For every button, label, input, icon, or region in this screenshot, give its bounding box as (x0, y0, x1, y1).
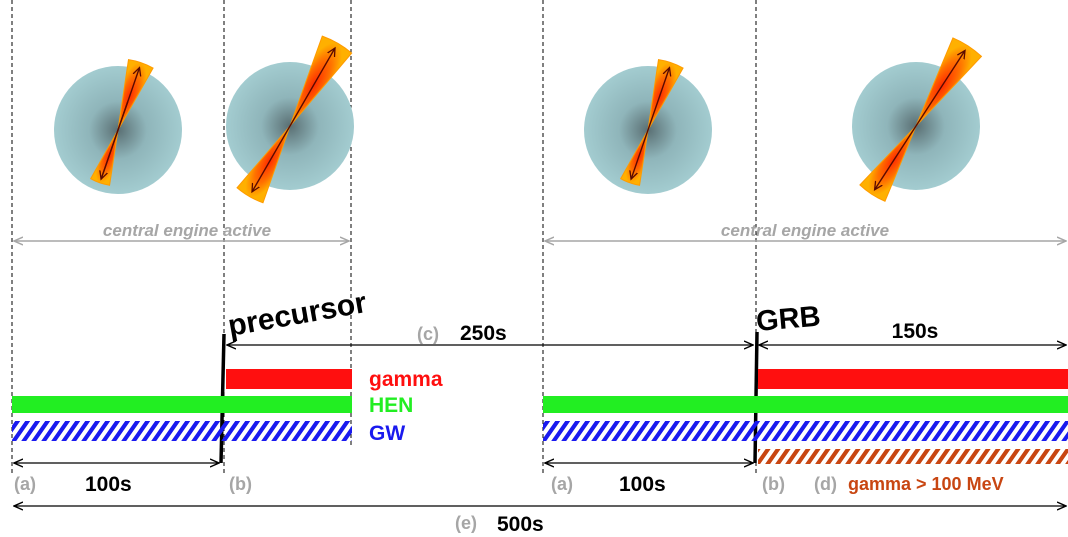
value-e: 500s (497, 513, 544, 536)
gw-bar-precursor-window (12, 421, 352, 441)
value-d: gamma > 100 MeV (848, 474, 1004, 494)
label-d: (d) (814, 474, 837, 494)
star-with-jet-1 (54, 59, 182, 194)
gw-bar-grb-window (543, 421, 1068, 441)
legend-gw-label: GW (369, 422, 405, 445)
label-e: (e) (455, 513, 477, 533)
star-with-jet-3 (584, 59, 712, 194)
high-energy-gamma-bar (758, 449, 1068, 464)
grb-label: GRB (755, 300, 822, 337)
gamma-bar-precursor (226, 369, 352, 389)
jet-cone (89, 59, 154, 186)
interval-c-letter: (c) (417, 324, 439, 344)
star-with-jet-4 (852, 37, 983, 202)
value-a-right: 100s (619, 473, 666, 496)
label-a-right: (a) (551, 474, 573, 494)
interval-c-value: 250s (460, 322, 507, 345)
hen-bar-precursor-window (12, 396, 352, 413)
legend-gamma-label: gamma (369, 368, 443, 391)
engine-active-label-left: central engine active (103, 221, 271, 240)
jet-cone (619, 59, 684, 186)
label-b-right: (b) (762, 474, 785, 494)
hen-bar-grb-window (543, 396, 1068, 413)
jet-cone (236, 35, 353, 204)
label-b-left: (b) (229, 474, 252, 494)
label-a-left: (a) (14, 474, 36, 494)
engine-active-label-right: central engine active (721, 221, 889, 240)
legend-hen-label: HEN (369, 394, 413, 417)
jet-cone (859, 37, 983, 202)
precursor-label: precursor (225, 286, 369, 343)
gamma-bar-grb (758, 369, 1068, 389)
grb-duration-value: 150s (892, 320, 939, 343)
star-with-jet-2 (226, 35, 354, 204)
value-a-left: 100s (85, 473, 132, 496)
